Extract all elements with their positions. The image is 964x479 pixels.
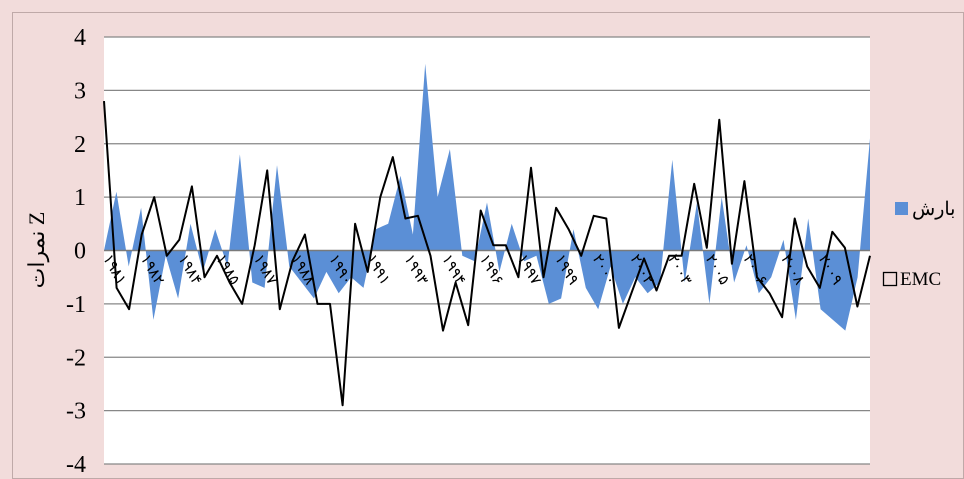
- y-tick-label: -3: [66, 399, 86, 425]
- y-axis-tick-labels: 4 3 2 1 0 -1 -2 -3 -4: [66, 25, 86, 478]
- legend-swatch-precip: [895, 202, 908, 215]
- legend-label-emc: EMC: [900, 269, 941, 290]
- emc-line-series: [103, 101, 871, 407]
- y-axis-label: نمرات Z: [24, 212, 50, 289]
- precip-area-series: [104, 63, 870, 331]
- precip-area: [104, 63, 870, 331]
- y-tick-label: 1: [74, 185, 86, 211]
- y-tick-label: 3: [74, 78, 86, 104]
- y-tick-label: 4: [74, 25, 86, 51]
- legend-label-precip: بارش: [912, 198, 955, 220]
- emc-line: [103, 101, 871, 407]
- legend: بارش EMC: [882, 198, 955, 290]
- y-tick-label: -4: [66, 452, 86, 478]
- y-tick-label: -1: [66, 292, 86, 318]
- legend-swatch-emc: [882, 271, 898, 287]
- y-tick-label: 0: [74, 239, 86, 265]
- y-tick-label: 2: [74, 132, 86, 158]
- y-tick-label: -2: [66, 345, 86, 371]
